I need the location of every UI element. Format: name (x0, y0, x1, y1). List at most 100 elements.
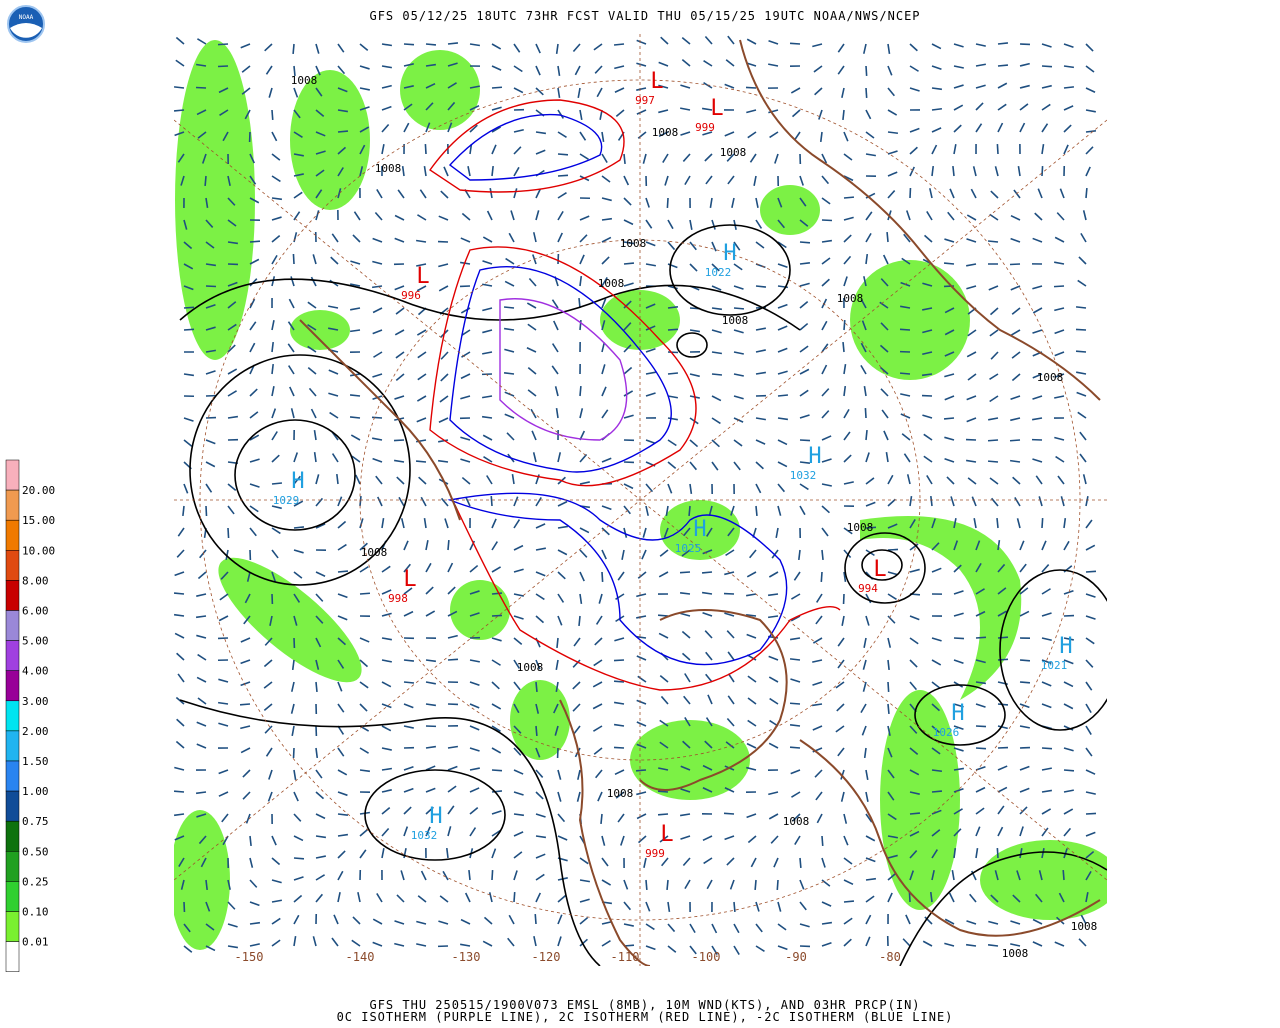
isobar-label: 1008 (517, 661, 544, 674)
longitude-label: -110 (611, 950, 640, 964)
legend-label: 20.00 (22, 484, 55, 497)
center-pressure: 1032 (790, 469, 817, 482)
legend-label: 5.00 (22, 635, 49, 648)
wind-barb (800, 242, 810, 243)
legend-swatch (6, 881, 19, 911)
center-letter: L (873, 557, 886, 582)
isobar-label: 1008 (1071, 920, 1098, 933)
wind-barb (702, 572, 712, 573)
wind-barb (887, 232, 888, 242)
wind-barb (746, 87, 756, 88)
wind-barb (624, 154, 625, 164)
legend-swatch (6, 731, 19, 761)
wind-barb (734, 308, 744, 309)
wind-barb (668, 329, 678, 330)
wind-barb (492, 615, 502, 616)
legend-swatch (6, 520, 19, 550)
legend-swatch (6, 791, 19, 821)
wind-barb (504, 307, 514, 308)
legend-label: 15.00 (22, 514, 55, 527)
isobar-label: 1008 (1002, 947, 1029, 960)
wind-barb (1076, 329, 1086, 330)
wind-barb (822, 220, 832, 221)
wind-barb (425, 144, 426, 154)
legend-swatch (6, 641, 19, 671)
wind-barb (293, 254, 294, 264)
wind-barb (602, 572, 603, 582)
wind-barb (997, 518, 998, 528)
wind-barb (998, 65, 1008, 66)
wind-barb (778, 395, 788, 396)
wind-barb (174, 593, 184, 594)
wind-barb (976, 748, 986, 749)
wind-barb (601, 814, 602, 824)
wind-barb (1042, 66, 1052, 67)
wind-barb (1042, 748, 1052, 749)
center-pressure: 994 (858, 582, 878, 595)
wind-barb (316, 682, 317, 692)
center-pressure: 1032 (411, 829, 438, 842)
map: H1029H1032H1021H1026H1032H1022H1025L999L… (170, 34, 1120, 966)
wind-barb (843, 110, 844, 120)
wind-barb (844, 197, 854, 198)
wind-barb (1020, 660, 1030, 661)
wind-barb (866, 88, 867, 98)
wind-barb (944, 418, 954, 419)
wind-barb (668, 352, 678, 353)
wind-barb (900, 373, 910, 374)
wind-barb (756, 506, 757, 516)
wind-barb (404, 682, 414, 683)
wind-barb (1010, 440, 1020, 441)
wind-barb (492, 87, 502, 88)
wind-barb (272, 483, 282, 484)
wind-barb (888, 549, 898, 550)
legend-swatch (6, 611, 19, 641)
wind-barb (790, 703, 800, 704)
wind-barb (1086, 188, 1087, 198)
wind-barb (800, 858, 801, 868)
legend-swatch (6, 851, 19, 881)
wind-barb (988, 461, 998, 462)
wind-barb (579, 616, 580, 626)
wind-barb (1010, 264, 1020, 265)
center-letter: L (710, 96, 723, 121)
wind-barb (360, 593, 370, 594)
wind-barb (448, 659, 458, 660)
wind-barb (843, 342, 844, 352)
wind-barb (184, 329, 194, 330)
wind-barb (976, 726, 986, 727)
wind-barb (240, 704, 250, 705)
wind-barb (1076, 307, 1086, 308)
longitude-label: -80 (879, 950, 901, 964)
center-letter: H (291, 469, 304, 494)
center-letter: L (650, 69, 663, 94)
wind-barb (536, 682, 537, 692)
center-pressure: 1021 (1041, 659, 1068, 672)
wind-barb (724, 813, 734, 814)
legend-label: 4.00 (22, 665, 49, 678)
wind-barb (416, 461, 426, 462)
wind-barb (910, 813, 920, 814)
longitude-label: -100 (692, 950, 721, 964)
isobar-label: 1008 (598, 277, 625, 290)
legend-label: 0.25 (22, 875, 49, 888)
legend-label: 0.50 (22, 845, 49, 858)
legend-swatch (6, 942, 19, 972)
wind-barb (988, 440, 998, 441)
legend-swatch (6, 912, 19, 942)
wind-barb (624, 263, 634, 264)
center-pressure: 997 (635, 94, 655, 107)
wind-barb (491, 496, 492, 506)
isobar-label: 1008 (847, 521, 874, 534)
wind-barb (184, 307, 194, 308)
isobar-label: 1008 (361, 546, 388, 559)
logo: NOAA (8, 6, 44, 42)
isobar-label: 1008 (837, 292, 864, 305)
center-letter: H (951, 701, 964, 726)
wind-barb (174, 791, 184, 792)
wind-barb (426, 44, 436, 45)
wind-barb (1086, 813, 1096, 814)
wind-barb (558, 175, 568, 176)
wind-barb (734, 902, 735, 912)
